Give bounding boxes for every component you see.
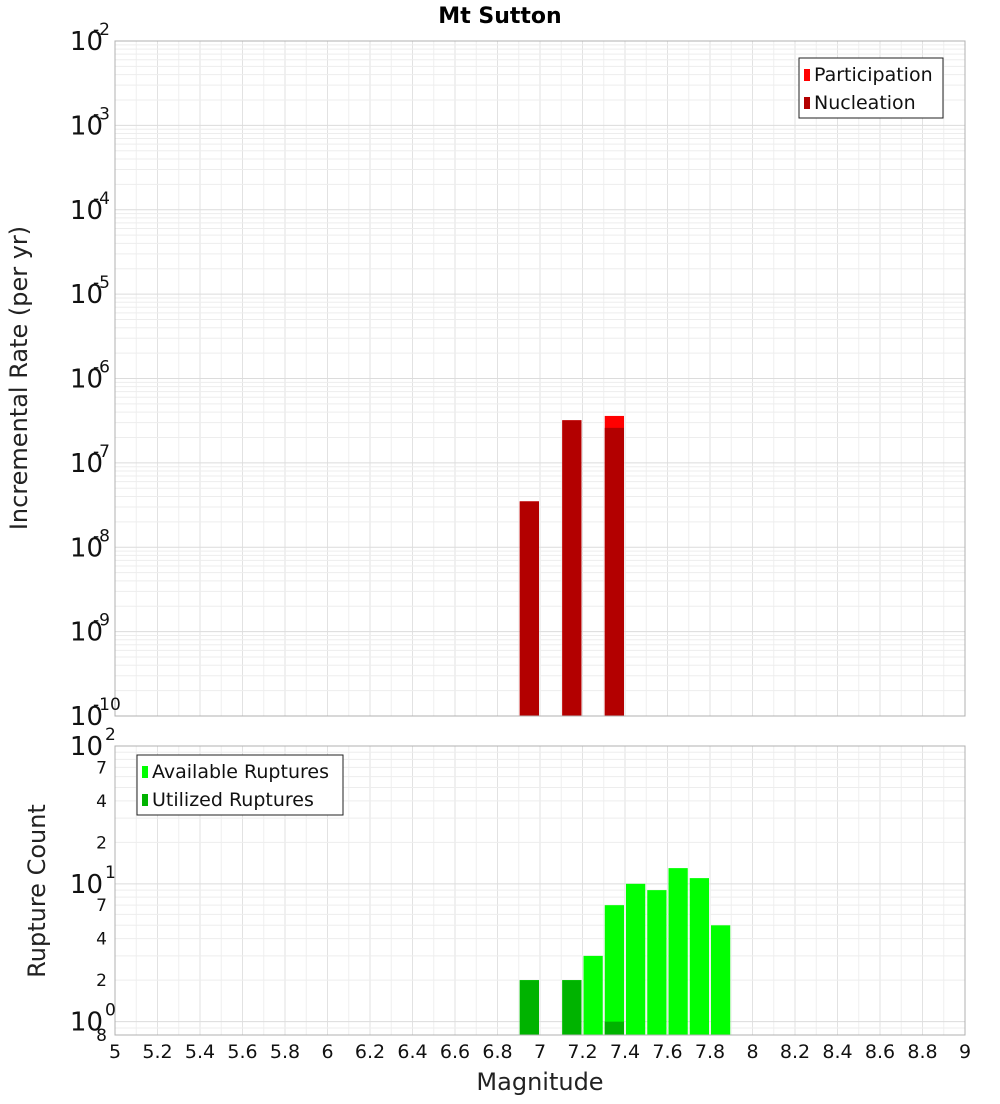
x-tick-label: 7.6 — [652, 1041, 682, 1063]
bottom-y-tick-label: 8 — [96, 1026, 107, 1046]
bottom-y-tick-exponent: 1 — [105, 863, 116, 883]
x-tick-label: 8.6 — [865, 1041, 895, 1063]
bottom-bar-available-ruptures — [689, 878, 709, 1035]
top-legend-swatch — [804, 69, 810, 81]
x-tick-label: 7.2 — [567, 1041, 597, 1063]
x-tick-label: 5.2 — [142, 1041, 172, 1063]
x-tick-label: 8.8 — [907, 1041, 937, 1063]
top-legend-box — [798, 57, 944, 119]
top-legend-swatch — [804, 97, 810, 109]
bottom-y-tick-label: 2 — [96, 971, 107, 991]
bottom-bar-available-ruptures — [583, 955, 603, 1035]
bottom-y-tick-label: 4 — [96, 930, 107, 950]
top-y-tick-label: 10 — [70, 27, 103, 57]
top-bar-nucleation — [519, 501, 539, 716]
x-tick-label: 8.2 — [780, 1041, 810, 1063]
top-y-tick-exponent: -7 — [93, 442, 110, 462]
bottom-bar-utilized-ruptures — [604, 1021, 624, 1035]
top-y-tick-label: 10 — [70, 702, 103, 732]
bottom-bar-available-ruptures — [604, 905, 624, 1035]
chart-title: Mt Sutton — [438, 4, 561, 29]
top-plot-frame — [114, 40, 966, 717]
top-y-tick-label: 10 — [70, 196, 103, 226]
bottom-bar-available-ruptures — [647, 890, 667, 1035]
top-y-axis-label: Incremental Rate (per yr) — [5, 226, 33, 530]
x-tick-label: 7 — [534, 1041, 546, 1063]
bottom-y-tick-label: 10 — [70, 1008, 103, 1038]
top-y-tick-exponent: -8 — [93, 526, 110, 546]
bottom-bar-available-ruptures — [626, 883, 646, 1035]
x-tick-label: 8.4 — [822, 1041, 852, 1063]
top-y-tick-exponent: -9 — [93, 611, 110, 631]
x-tick-label: 7.8 — [695, 1041, 725, 1063]
bottom-bar-available-ruptures — [711, 925, 731, 1035]
top-y-tick-label: 10 — [70, 111, 103, 141]
top-y-tick-exponent: -3 — [93, 104, 110, 124]
top-y-tick-exponent: -6 — [93, 358, 110, 378]
bottom-legend-label: Available Ruptures — [152, 761, 329, 783]
bottom-legend-swatch — [142, 766, 148, 778]
bottom-y-tick-label: 7 — [96, 896, 107, 916]
top-y-tick-exponent: -4 — [93, 189, 110, 209]
x-tick-label: 5.6 — [227, 1041, 257, 1063]
top-legend-label: Nucleation — [814, 92, 916, 114]
x-tick-label: 6 — [321, 1041, 333, 1063]
bottom-y-axis-label: Rupture Count — [23, 804, 51, 978]
top-bar-nucleation — [604, 427, 624, 716]
bottom-bar-utilized-ruptures — [519, 980, 539, 1035]
top-plot-area — [114, 40, 966, 717]
bottom-y-tick-exponent: 0 — [105, 1001, 116, 1021]
bottom-plot-area — [114, 745, 966, 1036]
x-tick-label: 5 — [109, 1041, 121, 1063]
bottom-y-tick-label: 10 — [70, 870, 103, 900]
bottom-legend-box — [136, 754, 344, 816]
bottom-bar-available-ruptures — [668, 868, 688, 1035]
bottom-y-tick-label: 7 — [96, 758, 107, 778]
x-tick-label: 9 — [959, 1041, 971, 1063]
x-tick-label: 6.6 — [440, 1041, 470, 1063]
bottom-y-tick-label: 4 — [96, 792, 107, 812]
top-y-tick-exponent: -2 — [93, 20, 110, 40]
top-y-tick-exponent: -5 — [93, 273, 110, 293]
x-tick-label: 6.2 — [355, 1041, 385, 1063]
bottom-plot-frame — [114, 745, 966, 1036]
top-y-tick-label: 10 — [70, 280, 103, 310]
bottom-y-tick-label: 2 — [96, 833, 107, 853]
x-axis-label: Magnitude — [476, 1068, 603, 1096]
x-tick-label: 5.4 — [185, 1041, 215, 1063]
top-y-tick-label: 10 — [70, 449, 103, 479]
top-bar-nucleation — [562, 420, 582, 716]
top-y-tick-label: 10 — [70, 618, 103, 648]
top-y-tick-label: 10 — [70, 365, 103, 395]
x-tick-label: 8 — [746, 1041, 758, 1063]
bottom-legend-label: Utilized Ruptures — [152, 789, 314, 811]
top-y-tick-exponent: -10 — [93, 695, 121, 715]
x-tick-label: 5.8 — [270, 1041, 300, 1063]
bottom-legend-swatch — [142, 794, 148, 806]
top-legend-label: Participation — [814, 64, 933, 86]
x-tick-label: 6.4 — [397, 1041, 427, 1063]
x-tick-label: 6.8 — [482, 1041, 512, 1063]
bottom-y-tick-exponent: 2 — [105, 725, 116, 745]
top-y-tick-label: 10 — [70, 533, 103, 563]
bottom-bar-utilized-ruptures — [562, 980, 582, 1035]
bottom-y-tick-label: 10 — [70, 732, 103, 762]
x-tick-label: 7.4 — [610, 1041, 640, 1063]
